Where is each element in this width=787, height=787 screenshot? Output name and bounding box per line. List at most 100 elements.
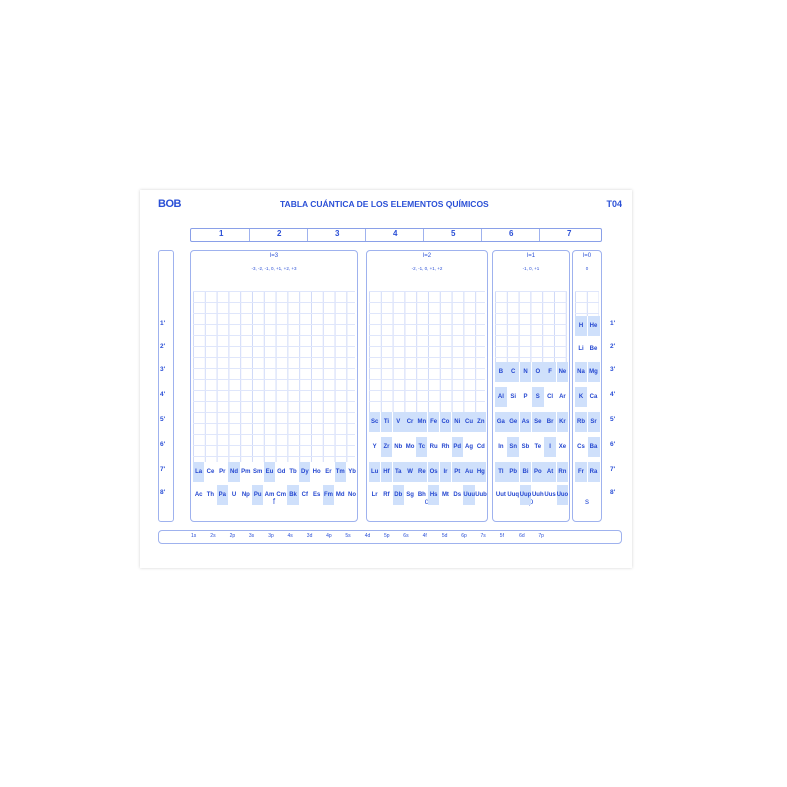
element-cell: Po: [531, 462, 544, 482]
element-cell: Tm: [334, 462, 346, 482]
element-cell: Tb: [289, 469, 297, 475]
block-letter: d: [424, 497, 430, 506]
orbital-label: 3s: [248, 533, 255, 539]
element-cell: Er: [325, 469, 332, 475]
block-l-label: l=0: [582, 253, 592, 259]
element-cell: Cu: [463, 412, 475, 432]
element-cell: Ne: [556, 362, 569, 382]
element-cell: H: [575, 316, 587, 336]
orbital-sequence-bar: 1s 2s 2p 3s 3p 4s 3d 4p 5s 4d 5p 6s 4f 5d 6p 7s 5f 6d 7p: [158, 530, 622, 544]
element-cell: Xe: [558, 444, 567, 450]
orbital-label: 5f: [499, 533, 504, 539]
sheet-title: TABLA CUÁNTICA DE LOS ELEMENTOS QUÍMICOS: [280, 199, 489, 209]
element-cell: Uuo: [556, 485, 569, 505]
element-cell: Ga: [495, 412, 507, 432]
element-cell: Ra: [587, 462, 600, 482]
element-cell: Sn: [507, 437, 520, 457]
level-label-left: 4': [160, 391, 166, 398]
element-cell: Nd: [228, 462, 240, 482]
element-cell: Es: [312, 492, 321, 498]
element-cell: Br: [544, 412, 556, 432]
element-cell: Ba: [587, 437, 600, 457]
orbital-label: 4s: [287, 533, 293, 539]
level-label-left: 2': [160, 343, 166, 350]
element-cell: W: [404, 462, 416, 482]
element-cell: Li: [578, 346, 584, 352]
element-cell: K: [575, 387, 587, 407]
element-cell: Rn: [556, 462, 569, 482]
element-cell: Ir: [439, 462, 452, 482]
element-cell: As: [519, 412, 532, 432]
ruler-divider: [539, 229, 540, 241]
element-cell: Se: [531, 412, 544, 432]
element-cell: At: [544, 462, 556, 482]
orbital-label: 4p: [326, 533, 332, 539]
element-cell: Sm: [252, 469, 263, 475]
element-cell: Pd: [451, 437, 463, 457]
level-label-left: 7': [160, 466, 166, 473]
element-cell: Mn: [416, 412, 428, 432]
element-cell: Cm: [276, 492, 287, 498]
element-cell: Uuh: [531, 492, 544, 498]
level-label-left: 1': [160, 320, 166, 327]
orbital-label: 4d: [364, 533, 371, 539]
level-label-left: 3': [160, 366, 166, 373]
element-cell: P: [523, 394, 528, 400]
element-cell: Na: [575, 362, 587, 382]
element-cell: V: [392, 412, 404, 432]
element-cell: La: [193, 462, 205, 482]
ruler-number: 4: [393, 229, 398, 238]
element-cell: Sc: [369, 412, 381, 432]
element-cell: Re: [416, 462, 428, 482]
element-cell: Rf: [383, 492, 390, 498]
block-l-label: l=3: [269, 253, 279, 259]
element-cell: Uuq: [507, 492, 520, 498]
ruler-number: 5: [451, 229, 456, 238]
element-cell: Ds: [453, 492, 462, 498]
orbital-label: 4f: [422, 533, 427, 539]
element-cell: Os: [428, 462, 440, 482]
element-cell: Ce: [206, 469, 215, 475]
period-ruler: 1 2 3 4 5 6 7: [190, 228, 602, 242]
orbital-label: 7p: [538, 533, 544, 539]
element-cell: Ag: [465, 444, 474, 450]
element-cell: Md: [335, 492, 345, 498]
element-cell: In: [498, 444, 504, 450]
element-cell: S: [531, 387, 544, 407]
level-label-left: 8': [160, 489, 166, 496]
level-label-right: 7': [610, 466, 616, 473]
left-level-column: [158, 250, 174, 522]
block-grid: [495, 291, 567, 362]
orbital-label: 5s: [345, 533, 351, 539]
element-cell: B: [495, 362, 507, 382]
element-cell: Y: [372, 444, 377, 450]
level-label-right: 8': [610, 489, 616, 496]
element-cell: Ni: [451, 412, 463, 432]
element-cell: Np: [241, 492, 250, 498]
element-cell: Pr: [219, 469, 226, 475]
block-m-label: 0: [585, 266, 589, 271]
element-cell: Uup: [519, 485, 532, 505]
orbital-label: 7s: [480, 533, 486, 539]
element-cell: Cl: [547, 394, 554, 400]
orbital-label: 2p: [229, 533, 236, 539]
element-cell: Gd: [277, 469, 286, 475]
element-cell: U: [231, 492, 237, 498]
element-cell: Pu: [252, 485, 264, 505]
element-cell: No: [348, 492, 357, 498]
block-grid: [575, 291, 599, 316]
element-cell: Cs: [577, 444, 585, 450]
element-cell: O: [531, 362, 544, 382]
element-cell: Mo: [405, 444, 415, 450]
element-cell: Ti: [380, 412, 393, 432]
element-cell: Co: [439, 412, 452, 432]
level-label-right: 2': [610, 343, 616, 350]
element-cell: Cf: [301, 492, 308, 498]
orbital-label: 1s: [191, 533, 197, 539]
element-cell: Rb: [575, 412, 587, 432]
element-cell: Pm: [241, 469, 251, 475]
element-cell: Zn: [475, 412, 487, 432]
element-cell: Pa: [216, 485, 228, 505]
element-cell: Tc: [416, 437, 428, 457]
block-s: l=0 0 s H He Li Be Na Mg K Ca Rb Sr Cs Ba Fr Ra: [572, 250, 602, 522]
